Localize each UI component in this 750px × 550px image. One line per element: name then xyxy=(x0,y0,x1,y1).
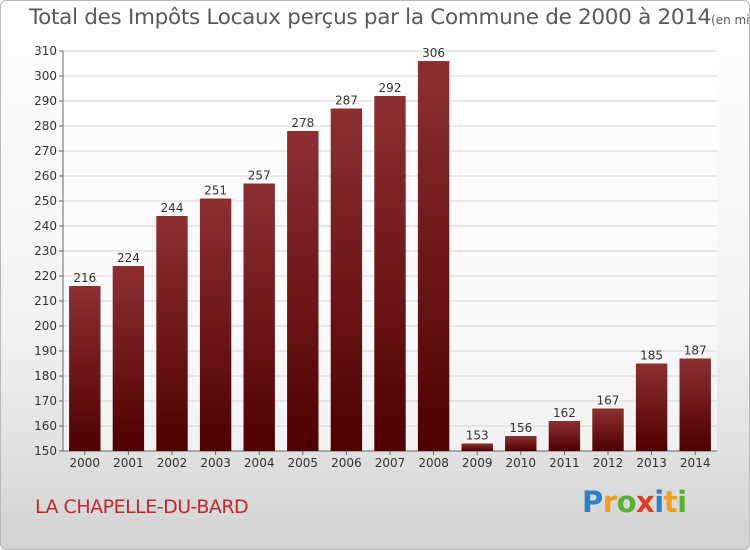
data-label: 257 xyxy=(248,169,271,183)
data-label: 156 xyxy=(509,421,532,435)
bar xyxy=(243,183,275,451)
bar xyxy=(635,363,668,451)
data-label: 278 xyxy=(291,116,314,130)
bar xyxy=(461,443,493,451)
y-tick-label: 250 xyxy=(34,194,57,208)
y-tick-label: 260 xyxy=(34,169,57,183)
bar xyxy=(199,198,232,451)
x-tick-label: 2004 xyxy=(244,456,275,470)
x-tick-label: 2013 xyxy=(636,456,667,470)
bar xyxy=(679,358,711,451)
y-tick-label: 270 xyxy=(34,144,57,158)
y-tick-label: 190 xyxy=(34,344,57,358)
x-tick-label: 2002 xyxy=(157,456,188,470)
y-tick-label: 230 xyxy=(34,244,57,258)
bar xyxy=(330,108,363,451)
y-tick-label: 170 xyxy=(34,394,57,408)
commune-name: LA CHAPELLE-DU-BARD xyxy=(35,496,249,518)
y-tick-label: 180 xyxy=(34,369,57,383)
logo-letter: i xyxy=(654,485,664,519)
proxiti-logo: Proxiti xyxy=(582,485,687,519)
logo-letter: P xyxy=(582,485,603,519)
y-tick-label: 310 xyxy=(34,44,57,58)
data-label: 224 xyxy=(117,251,140,265)
chart-title-text: Total des Impôts Locaux perçus par la Co… xyxy=(29,5,711,30)
x-tick-label: 2011 xyxy=(549,456,580,470)
x-tick-label: 2010 xyxy=(506,456,537,470)
bar xyxy=(112,266,145,451)
data-label: 216 xyxy=(73,271,96,285)
x-tick-label: 2007 xyxy=(375,456,406,470)
y-tick-label: 220 xyxy=(34,269,57,283)
logo-letter: x xyxy=(636,485,655,519)
x-tick-label: 2003 xyxy=(200,456,231,470)
data-label: 185 xyxy=(640,349,663,363)
x-tick-label: 2005 xyxy=(288,456,319,470)
data-label: 153 xyxy=(466,429,489,443)
x-tick-label: 2009 xyxy=(462,456,493,470)
bar xyxy=(156,216,188,451)
logo-letter: r xyxy=(602,485,617,519)
chart-title: Total des Impôts Locaux perçus par la Co… xyxy=(29,5,750,30)
data-label: 306 xyxy=(422,46,445,60)
data-label: 287 xyxy=(335,94,358,108)
y-tick-label: 280 xyxy=(34,119,57,133)
x-tick-label: 2001 xyxy=(113,456,144,470)
data-label: 162 xyxy=(553,406,576,420)
x-tick-label: 2008 xyxy=(418,456,449,470)
y-tick-label: 240 xyxy=(34,219,57,233)
y-tick-label: 300 xyxy=(34,69,57,83)
y-tick-label: 160 xyxy=(34,419,57,433)
x-tick-label: 2012 xyxy=(593,456,624,470)
y-tick-label: 210 xyxy=(34,294,57,308)
x-tick-label: 2000 xyxy=(70,456,101,470)
x-tick-label: 2014 xyxy=(680,456,711,470)
bar xyxy=(417,61,450,451)
x-tick-label: 2006 xyxy=(331,456,362,470)
logo-letter: t xyxy=(663,485,678,519)
bar xyxy=(287,131,319,451)
y-tick-label: 150 xyxy=(34,444,57,458)
bar xyxy=(69,286,101,451)
logo-letter: o xyxy=(616,485,637,519)
bar xyxy=(548,421,581,451)
logo-letter: i xyxy=(677,485,687,519)
data-label: 292 xyxy=(379,81,402,95)
data-label: 251 xyxy=(204,184,227,198)
bar xyxy=(592,408,624,451)
data-label: 244 xyxy=(161,201,184,215)
y-tick-label: 200 xyxy=(34,319,57,333)
bar xyxy=(505,436,537,451)
data-label: 187 xyxy=(684,344,707,358)
chart-unit: (en milliers d'€) xyxy=(711,13,750,27)
bar xyxy=(374,96,406,451)
y-tick-label: 290 xyxy=(34,94,57,108)
data-label: 167 xyxy=(597,394,620,408)
